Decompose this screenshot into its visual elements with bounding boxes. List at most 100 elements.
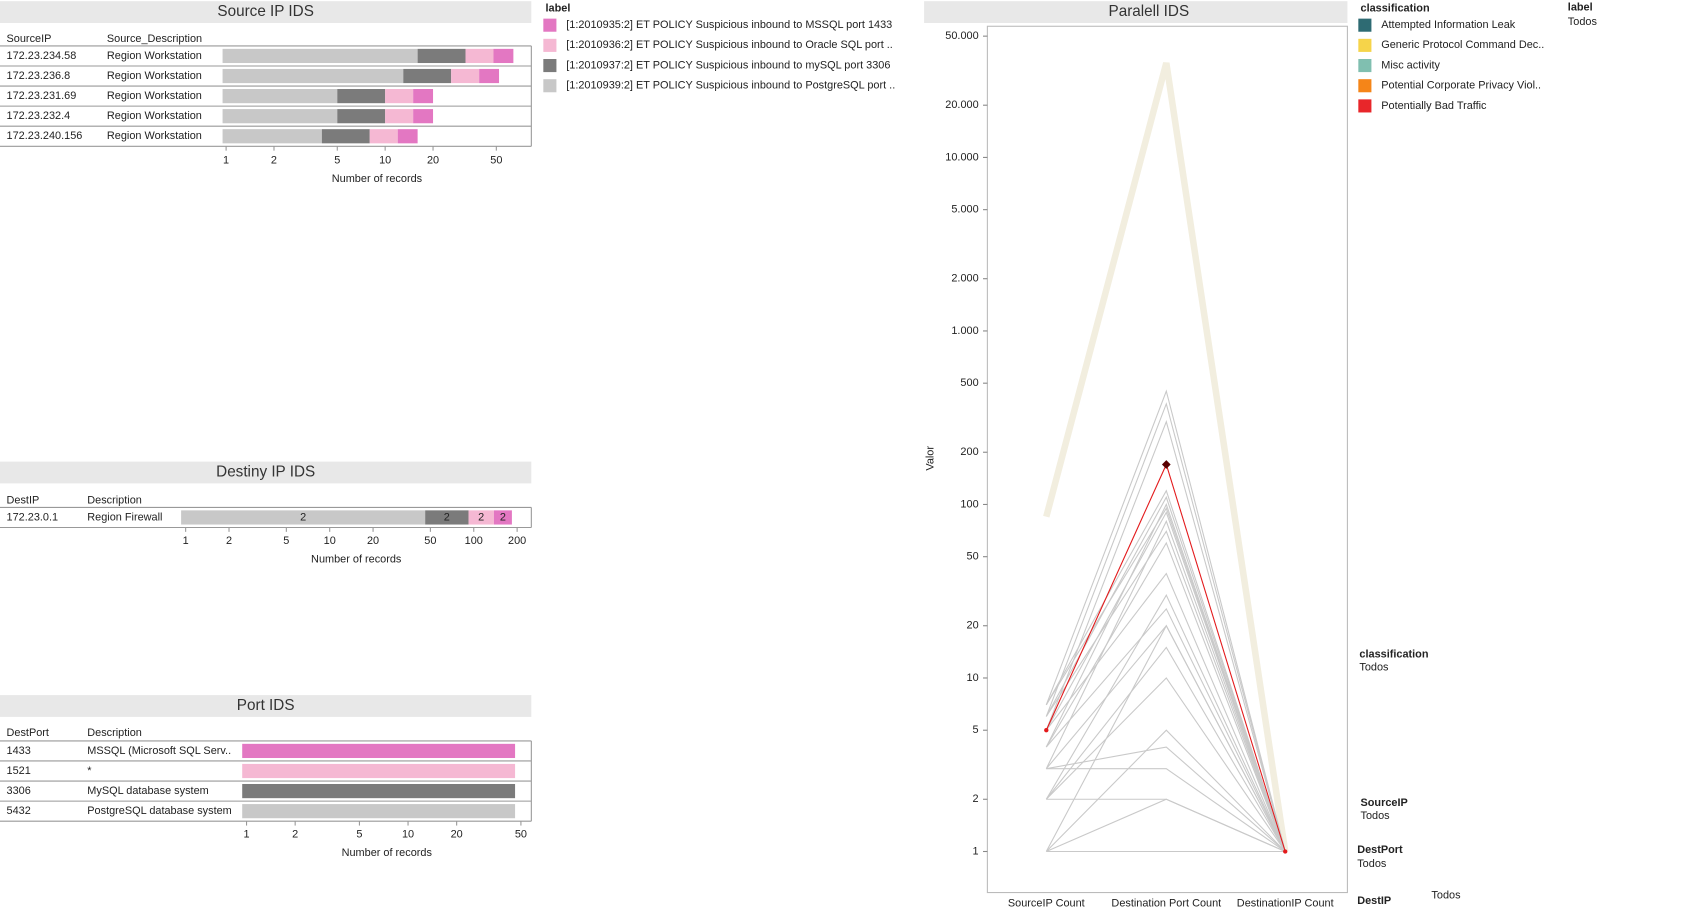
bar-segment	[493, 510, 512, 525]
panel-title: Port IDS	[237, 697, 295, 714]
column-header: Source_Description	[107, 33, 202, 45]
row-label: Region Workstation	[107, 50, 202, 62]
x-tick-label: Destination Port Count	[1111, 897, 1221, 909]
row-label: 3306	[7, 785, 31, 797]
bar-segment	[222, 48, 418, 64]
row-label: 5432	[7, 805, 31, 817]
title-bar	[924, 1, 1348, 23]
row-label: 172.23.236.8	[7, 70, 71, 82]
segment-label: 2	[500, 511, 506, 523]
x-tick-label: 5	[356, 829, 362, 841]
row-label: 172.23.232.4	[7, 110, 71, 122]
legend-title: classification	[1361, 3, 1430, 15]
row-label: Region Workstation	[107, 70, 202, 82]
y-tick-label: 50	[967, 551, 979, 563]
bar-segment	[222, 109, 338, 124]
filter-title: DestPort	[1357, 844, 1403, 856]
bar-segment	[425, 510, 469, 525]
legend-swatch	[1358, 99, 1372, 113]
row-label: Region Workstation	[107, 110, 202, 122]
x-axis-label: Number of records	[311, 554, 402, 566]
parallel-line	[1045, 624, 1286, 852]
band-line	[1043, 62, 1289, 852]
x-axis-label: Number of records	[342, 847, 433, 859]
legend-swatch	[543, 59, 557, 73]
highlight-marker	[1283, 849, 1288, 854]
legend-swatch	[1358, 18, 1372, 32]
legend-label: [1:2010935:2] ET POLICY Suspicious inbou…	[566, 19, 892, 31]
legend-label: Potentially Bad Traffic	[1381, 100, 1487, 112]
parallel-line	[1045, 646, 1286, 852]
legend-label: [1:2010936:2] ET POLICY Suspicious inbou…	[566, 39, 893, 51]
row-label: 172.23.0.1	[7, 511, 59, 523]
legend-title: label	[546, 3, 571, 15]
parallel-line	[1045, 495, 1286, 852]
highlight-marker	[1044, 728, 1049, 733]
bar-segment	[465, 48, 494, 64]
x-tick-label: 20	[367, 535, 379, 547]
y-tick-label: 100	[960, 498, 978, 510]
x-tick-label: 50	[515, 829, 527, 841]
x-tick-label: 5	[334, 154, 340, 166]
segment-label: 2	[300, 511, 306, 523]
x-tick-label: 2	[226, 535, 232, 547]
row-label: PostgreSQL database system	[87, 805, 231, 817]
filter-value[interactable]: Todos	[1568, 16, 1598, 28]
parallel-line	[1046, 798, 1286, 852]
panel-title: Source IP IDS	[217, 3, 313, 20]
legend-swatch	[543, 38, 557, 52]
parallel-line	[1045, 389, 1286, 852]
x-tick-label: DestinationIP Count	[1237, 897, 1334, 909]
bar-segment	[397, 129, 418, 144]
y-tick-label: 5	[973, 724, 979, 736]
parallel-line	[1045, 507, 1286, 852]
filter-value[interactable]: Todos	[1361, 810, 1391, 822]
parallel-line	[1046, 746, 1286, 852]
legend-label: [1:2010939:2] ET POLICY Suspicious inbou…	[566, 80, 895, 92]
x-tick-label: 1	[223, 154, 229, 166]
filter-value[interactable]: Todos	[1357, 858, 1387, 870]
x-axis-label: Number of records	[332, 173, 423, 185]
parallel-line	[1045, 530, 1286, 852]
bar-segment	[222, 129, 322, 144]
bar	[242, 804, 516, 819]
y-tick-label: 50.000	[945, 30, 978, 42]
y-tick-label: 200	[960, 446, 978, 458]
column-header: SourceIP	[7, 33, 52, 45]
x-tick-label: 50	[424, 535, 436, 547]
legend-label: Misc activity	[1381, 59, 1440, 71]
bar-segment	[403, 68, 452, 84]
x-tick-label: 2	[292, 829, 298, 841]
title-bar	[0, 1, 532, 23]
bar	[242, 763, 516, 779]
bar-segment	[181, 510, 426, 525]
row-label: 1433	[7, 745, 31, 757]
bar-segment	[222, 68, 404, 84]
column-header: Description	[87, 727, 142, 739]
x-tick-label: 2	[271, 154, 277, 166]
legend-swatch	[1358, 79, 1372, 93]
x-tick-label: 100	[465, 535, 483, 547]
bar-segment	[385, 109, 414, 124]
bar-segment	[451, 68, 480, 84]
row-label: 1521	[7, 765, 31, 777]
y-tick-label: 2	[973, 793, 979, 805]
legend-swatch	[543, 79, 557, 93]
bar-segment	[222, 89, 338, 104]
parallel-line	[1045, 519, 1286, 852]
y-tick-label: 20	[967, 620, 979, 632]
bar-segment	[413, 89, 434, 104]
filter-value[interactable]: Todos	[1431, 890, 1461, 902]
row-label: Region Workstation	[107, 130, 202, 142]
legend-swatch	[1358, 38, 1372, 52]
bar	[242, 783, 516, 799]
filter-title: classification	[1359, 649, 1428, 661]
filter-value[interactable]: Todos	[1359, 662, 1389, 674]
bar-segment	[385, 89, 414, 104]
y-tick-label: 5.000	[951, 204, 978, 216]
legend-label: Potential Corporate Privacy Viol..	[1381, 80, 1541, 92]
parallel-line	[1045, 489, 1286, 852]
filter-title: label	[1568, 2, 1593, 14]
segment-label: 2	[444, 511, 450, 523]
